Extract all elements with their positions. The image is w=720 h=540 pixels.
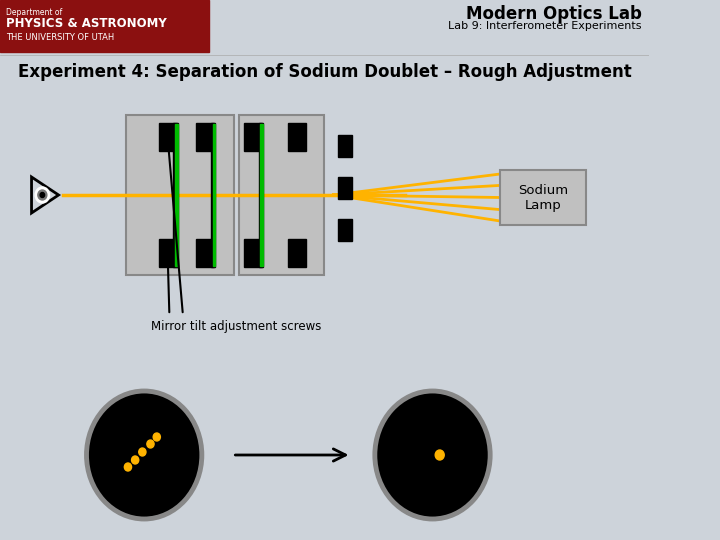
Bar [244,239,262,267]
Bar [126,115,234,275]
Circle shape [35,187,50,203]
Text: PHYSICS & ASTRONOMY: PHYSICS & ASTRONOMY [6,17,167,30]
Bar [258,123,263,267]
Bar [338,177,352,199]
Circle shape [86,391,202,519]
Circle shape [38,190,47,200]
Bar [158,239,176,267]
Circle shape [125,463,132,471]
Circle shape [139,448,146,456]
Text: Department of: Department of [6,8,63,17]
Bar [261,124,263,266]
Bar [288,123,306,151]
Text: Experiment 4: Separation of Sodium Doublet – Rough Adjustment: Experiment 4: Separation of Sodium Doubl… [18,63,631,81]
Bar [244,123,262,151]
Bar [175,124,178,266]
Circle shape [132,456,139,464]
Circle shape [147,440,154,448]
Text: Lab 9: Interferometer Experiments: Lab 9: Interferometer Experiments [448,21,642,31]
Text: Mirror tilt adjustment screws: Mirror tilt adjustment screws [151,320,322,333]
Text: Sodium
Lamp: Sodium Lamp [518,184,568,212]
Bar [197,123,215,151]
Circle shape [153,433,161,441]
Circle shape [40,192,45,198]
Bar [500,170,585,225]
Circle shape [435,450,444,460]
Text: Modern Optics Lab: Modern Optics Lab [466,5,642,23]
Circle shape [375,391,490,519]
Bar [288,239,306,267]
Bar [338,219,352,241]
Bar [338,135,352,157]
Bar [173,123,178,267]
Bar [239,115,325,275]
Bar [212,124,215,266]
Bar [197,239,215,267]
Bar [0,0,209,52]
Text: THE UNIVERSITY OF UTAH: THE UNIVERSITY OF UTAH [6,33,114,42]
Bar [211,123,215,267]
Bar [158,123,176,151]
